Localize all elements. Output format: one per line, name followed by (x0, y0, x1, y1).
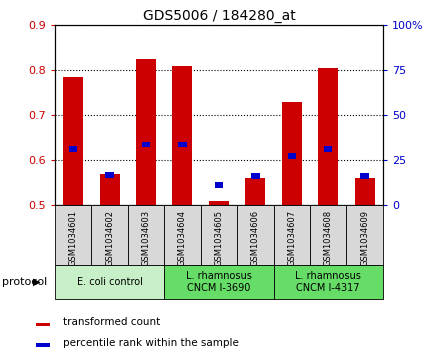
Text: GSM1034604: GSM1034604 (178, 210, 187, 266)
Text: GSM1034602: GSM1034602 (105, 210, 114, 266)
FancyBboxPatch shape (237, 205, 274, 265)
Text: GSM1034609: GSM1034609 (360, 210, 369, 266)
Bar (106, 172, 114, 178)
Bar (355, 178, 374, 205)
Bar (209, 201, 229, 205)
Text: L. rhamnosus
CNCM I-3690: L. rhamnosus CNCM I-3690 (186, 272, 252, 293)
Text: L. rhamnosus
CNCM I-4317: L. rhamnosus CNCM I-4317 (295, 272, 361, 293)
Bar (251, 173, 260, 179)
Title: GDS5006 / 184280_at: GDS5006 / 184280_at (143, 9, 295, 23)
Bar (324, 146, 332, 152)
Text: percentile rank within the sample: percentile rank within the sample (63, 338, 238, 347)
Bar (99, 174, 120, 205)
FancyBboxPatch shape (310, 205, 346, 265)
FancyBboxPatch shape (164, 265, 274, 299)
Bar (63, 77, 83, 205)
Bar (178, 142, 187, 147)
Bar (360, 173, 369, 179)
Text: E. coli control: E. coli control (77, 277, 143, 287)
Text: GSM1034606: GSM1034606 (251, 210, 260, 266)
FancyBboxPatch shape (92, 205, 128, 265)
Bar (282, 102, 302, 205)
Bar (37, 343, 50, 347)
Text: GSM1034605: GSM1034605 (214, 210, 224, 266)
Text: ▶: ▶ (33, 277, 40, 287)
Bar (246, 178, 265, 205)
Bar (172, 66, 192, 205)
Bar (136, 59, 156, 205)
FancyBboxPatch shape (128, 205, 164, 265)
FancyBboxPatch shape (274, 205, 310, 265)
FancyBboxPatch shape (55, 265, 164, 299)
FancyBboxPatch shape (274, 265, 383, 299)
FancyBboxPatch shape (201, 205, 237, 265)
FancyBboxPatch shape (55, 205, 92, 265)
Bar (37, 323, 50, 326)
Bar (287, 153, 296, 159)
Text: GSM1034608: GSM1034608 (324, 210, 333, 266)
Text: GSM1034607: GSM1034607 (287, 210, 296, 266)
Text: GSM1034601: GSM1034601 (69, 210, 78, 266)
Bar (142, 142, 150, 147)
Text: GSM1034603: GSM1034603 (142, 210, 150, 266)
Text: protocol: protocol (2, 277, 48, 287)
Bar (318, 68, 338, 205)
Bar (69, 146, 77, 152)
Bar (215, 182, 223, 188)
FancyBboxPatch shape (346, 205, 383, 265)
Text: transformed count: transformed count (63, 317, 160, 327)
FancyBboxPatch shape (164, 205, 201, 265)
